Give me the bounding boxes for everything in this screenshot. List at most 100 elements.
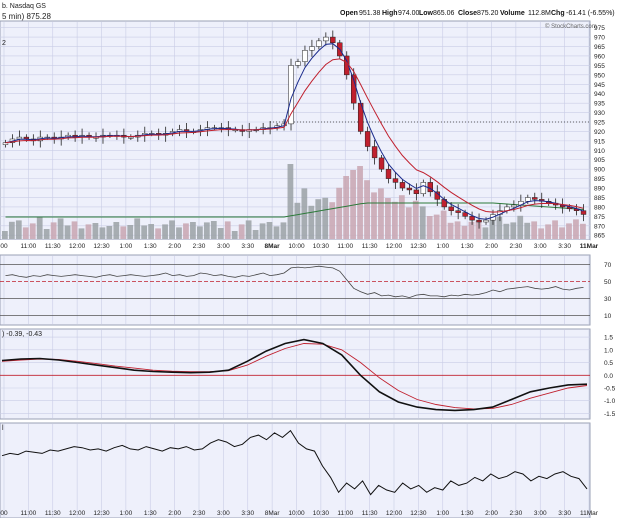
macd-tick-label: 0.0 (604, 373, 613, 380)
x-tick-label: 1:30 (461, 243, 474, 250)
volume-bar (197, 226, 203, 239)
rsi-indicator (0, 264, 590, 316)
volume-bar (78, 228, 85, 239)
x-tick-label-bottom: 3:30 (241, 510, 254, 517)
candle-body (580, 210, 587, 215)
price-tick-label: 880 (594, 204, 605, 211)
macd-signal-line (1, 343, 588, 410)
macd-panel (0, 328, 591, 420)
volume-bar (176, 227, 182, 239)
x-tick-label: 12:00 (69, 243, 86, 250)
candle-body (385, 168, 392, 179)
macd-tick-label: -1.0 (604, 398, 616, 405)
price-tick-label: 870 (594, 223, 605, 230)
volume-bar (392, 201, 398, 239)
volume-bar (524, 222, 531, 239)
rsi-tick-label: 70 (604, 262, 612, 269)
volume-bar (440, 210, 447, 239)
volume-bar (99, 227, 106, 239)
period-label: 5 min) 875.28 (2, 12, 51, 21)
candle-body (302, 50, 308, 62)
macd-tick-label: 0.5 (604, 360, 613, 367)
volume-bar (155, 228, 161, 239)
high-label: High (382, 10, 398, 17)
candle-body (455, 210, 461, 213)
candle-body (476, 219, 482, 223)
volume-bar (566, 223, 572, 239)
x-tick-label-bottom: 1:30 (461, 510, 474, 517)
volume-bar (148, 224, 155, 239)
macd-tick-label: -0.5 (604, 386, 616, 393)
symbol-exchange: b. Nasdaq GS (2, 3, 46, 10)
x-tick-label: 11:00 (337, 243, 353, 250)
rsi-tick-label: 30 (604, 296, 612, 303)
price-tick-label: 950 (594, 72, 605, 79)
macd-line (1, 338, 588, 412)
x-tick-label-bottom: 12:00 (386, 510, 403, 517)
volume-bar (545, 224, 551, 239)
x-tick-label-bottom: 3:00 (217, 510, 230, 517)
candle-body (406, 187, 413, 191)
x-tick-label: 11:30 (45, 243, 61, 250)
volume-bar (134, 218, 141, 239)
volume-bar (57, 218, 64, 239)
chg-value: -61.41 (-6.55%) (566, 10, 615, 17)
volume-bar (203, 222, 210, 239)
x-tick-label: 10:30 (313, 243, 330, 250)
x-tick-label-bottom: 1:00 (120, 510, 133, 517)
x-tick-label-bottom: 2:30 (193, 510, 206, 517)
volume-bars (2, 164, 586, 239)
volume-bar (538, 228, 545, 239)
volume-bar (238, 224, 245, 239)
price-tick-label: 945 (594, 82, 605, 89)
candle-body (525, 197, 531, 202)
volume-bar (489, 218, 496, 239)
price-tick-label: 890 (594, 186, 605, 193)
x-tick-label: 2:00 (485, 243, 498, 250)
price-tick-label: 970 (594, 35, 605, 42)
x-tick-label-bottom: 12:00 (69, 510, 86, 517)
price-tick-label: 925 (594, 120, 605, 127)
volume-bar (364, 180, 370, 239)
x-tick-label-bottom: 10:00 (288, 510, 305, 517)
volume-bar (22, 227, 29, 239)
rsi-panel (0, 254, 591, 326)
x-tick-label-bottom: 2:00 (485, 510, 498, 517)
volume-bar (343, 176, 350, 239)
x-tick-label: 3:00 (217, 243, 230, 250)
volume-bar (245, 220, 252, 239)
volume-bar (190, 222, 196, 239)
volume-bar (294, 202, 301, 239)
volume-bar (106, 226, 113, 239)
date-axis-strip (0, 240, 590, 250)
volume-bar (315, 199, 322, 239)
volume-bar (385, 198, 391, 239)
volume-bar (141, 225, 148, 239)
price-tick-label: 965 (594, 44, 605, 51)
candle-body (413, 189, 420, 194)
volume-bar (183, 223, 189, 239)
volume-bar (398, 195, 405, 239)
candle-body (420, 182, 427, 194)
volume-bar (162, 224, 168, 239)
x-tick-label-bottom: 8Mar (265, 510, 281, 517)
close-value: 875.20 (477, 10, 499, 17)
volume-bar (308, 205, 315, 239)
x-tick-label: 3:30 (241, 243, 254, 250)
x-tick-label-bottom: 2:00 (168, 510, 181, 517)
volume-label: Volume (500, 10, 525, 17)
x-tick-label: 2:30 (193, 243, 206, 250)
volume-bar (64, 225, 71, 239)
x-tick-label: 3:00 (534, 243, 547, 250)
candle-body (448, 206, 454, 211)
volume-bar (517, 215, 524, 239)
volume-bar (559, 227, 565, 239)
price-tick-label: 875 (594, 214, 605, 221)
moving-averages (5, 43, 584, 220)
volume-bar (224, 221, 231, 239)
volume-bar (71, 221, 78, 239)
x-tick-label-bottom: 10:30 (313, 510, 330, 517)
volume-bar (482, 227, 489, 239)
volume-bar (454, 221, 461, 239)
chg-label: Chg (551, 10, 565, 17)
